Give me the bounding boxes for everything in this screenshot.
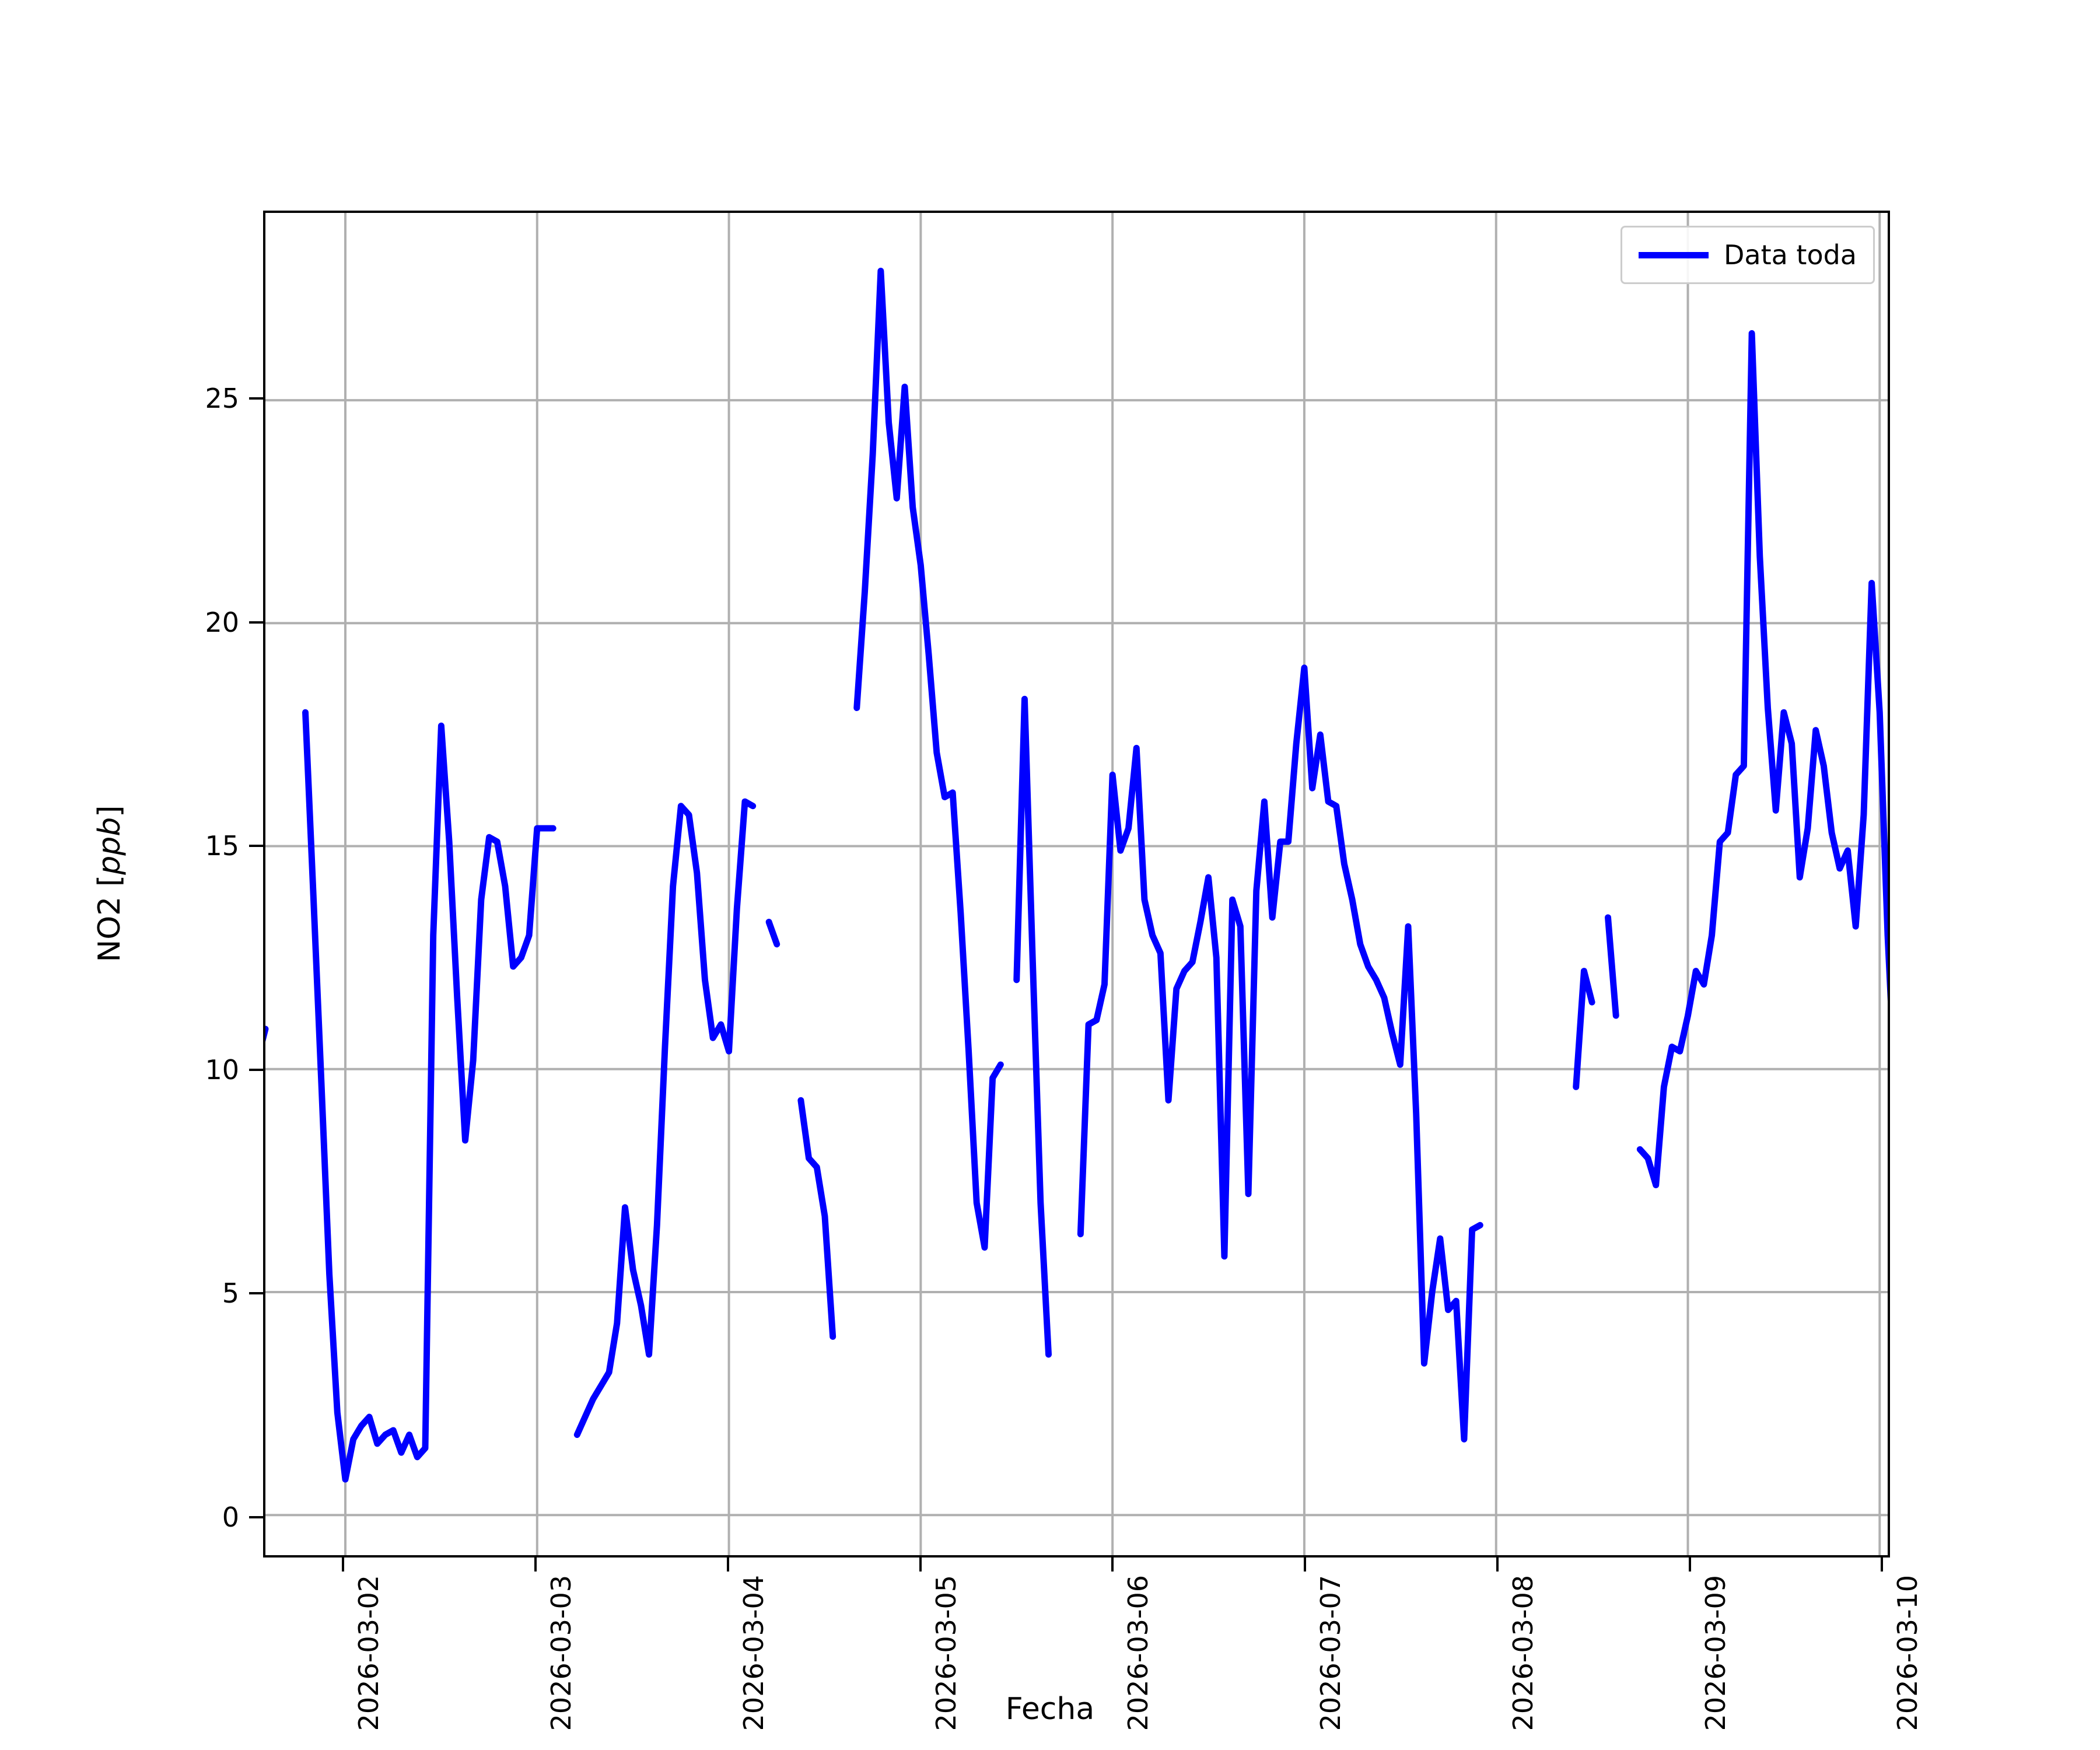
series-line <box>765 918 780 948</box>
plot-axes: Data toda <box>263 211 1890 1558</box>
y-tick-label: 10 <box>205 1054 239 1086</box>
series-line <box>1077 664 1483 1443</box>
x-tick-mark <box>1111 1558 1114 1572</box>
y-tick-label: 0 <box>222 1501 239 1533</box>
y-tick-label: 20 <box>205 606 239 638</box>
series-line <box>1636 330 1888 1188</box>
plot-svg <box>265 213 1888 1555</box>
y-tick-label: 5 <box>222 1278 239 1310</box>
series-line <box>1013 695 1052 1358</box>
y-tick-label: 25 <box>205 383 239 415</box>
y-axis-label: NO2 [ppb] <box>92 805 127 962</box>
series-line <box>302 709 556 1483</box>
gridlines <box>265 213 1888 1555</box>
x-tick-mark <box>919 1558 922 1572</box>
series-line <box>1605 914 1619 1019</box>
x-tick-mark <box>1496 1558 1499 1572</box>
x-tick-mark <box>1881 1558 1884 1572</box>
y-axis-label-unit: ppb <box>92 817 127 875</box>
y-tick-mark <box>249 845 263 848</box>
series-line <box>573 798 757 1438</box>
series-line <box>1573 968 1595 1090</box>
legend-label: Data toda <box>1723 239 1857 271</box>
y-tick-mark <box>249 1516 263 1518</box>
legend[interactable]: Data toda <box>1620 226 1875 284</box>
x-tick-mark <box>342 1558 345 1572</box>
y-axis-label-suffix: ] <box>92 805 127 817</box>
x-tick-mark <box>726 1558 729 1572</box>
legend-color-swatch <box>1638 251 1709 258</box>
y-tick-mark <box>249 1068 263 1071</box>
y-tick-mark <box>249 397 263 400</box>
x-tick-mark <box>1688 1558 1691 1572</box>
x-tick-mark <box>1304 1558 1307 1572</box>
data-series-lines <box>265 267 1888 1483</box>
series-line <box>853 267 1004 1251</box>
y-tick-mark <box>249 621 263 624</box>
series-line <box>797 1097 836 1340</box>
x-tick-mark <box>534 1558 537 1572</box>
x-axis-label: Fecha <box>1005 1692 1095 1727</box>
y-tick-mark <box>249 1292 263 1295</box>
y-axis-label-prefix: NO2 [ <box>92 874 127 963</box>
y-tick-label: 15 <box>205 830 239 862</box>
